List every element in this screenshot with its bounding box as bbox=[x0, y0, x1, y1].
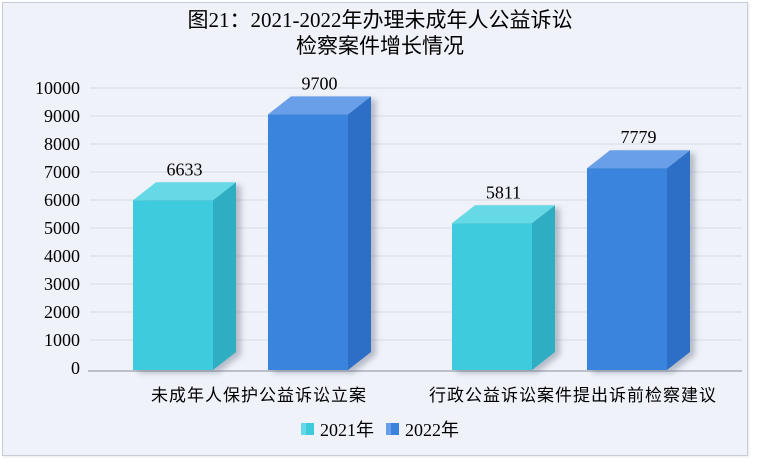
legend: 2021年 2022年 bbox=[0, 416, 760, 442]
chart-title-line1: 图21：2021-2022年办理未成年人公益诉讼 bbox=[187, 8, 573, 32]
y-tick-label: 4000 bbox=[44, 246, 80, 266]
bar-side-face bbox=[532, 205, 555, 370]
bar-side-face bbox=[213, 182, 236, 370]
y-tick-label: 6000 bbox=[44, 190, 80, 210]
bar-2022年-group2 bbox=[587, 150, 690, 370]
legend-item-2021: 2021年 bbox=[301, 416, 374, 442]
bar-value-label: 9700 bbox=[302, 73, 338, 93]
bar-top-face bbox=[587, 150, 690, 169]
bar-value-label: 7779 bbox=[621, 127, 657, 147]
legend-swatch-2021 bbox=[301, 423, 314, 435]
bar-front-face bbox=[587, 168, 667, 370]
bar-value-label: 5811 bbox=[486, 182, 521, 202]
bar-side-face bbox=[667, 150, 690, 370]
bar-top-face bbox=[268, 96, 371, 115]
category-label-2: 行政公益诉讼案件提出诉前检察建议 bbox=[429, 386, 717, 405]
y-tick-label: 8000 bbox=[44, 134, 80, 154]
y-tick-label: 0 bbox=[71, 358, 80, 378]
bar-2021年-group1 bbox=[133, 182, 236, 370]
bar-side-face bbox=[348, 96, 371, 371]
legend-swatch-2022 bbox=[386, 423, 399, 435]
legend-label-2021: 2021年 bbox=[320, 420, 374, 440]
y-tick-label: 7000 bbox=[44, 162, 80, 182]
bar-front-face bbox=[133, 200, 213, 370]
chart-title: 图21：2021-2022年办理未成年人公益诉讼 检察案件增长情况 bbox=[0, 7, 760, 59]
legend-item-2022: 2022年 bbox=[386, 416, 459, 442]
chart-title-line2: 检察案件增长情况 bbox=[296, 34, 464, 58]
y-tick-label: 2000 bbox=[44, 302, 80, 322]
y-tick-label: 3000 bbox=[44, 274, 80, 294]
y-tick-label: 5000 bbox=[44, 218, 80, 238]
bar-value-label: 6633 bbox=[167, 159, 203, 179]
bar-front-face bbox=[452, 223, 532, 370]
bar-2022年-group1 bbox=[268, 96, 371, 371]
y-tick-label: 9000 bbox=[44, 106, 80, 126]
legend-label-2022: 2022年 bbox=[405, 420, 459, 440]
y-tick-label: 10000 bbox=[35, 78, 80, 98]
bar-front-face bbox=[268, 114, 348, 371]
category-label-1: 未成年人保护公益诉讼立案 bbox=[151, 386, 367, 405]
bar-2021年-group2 bbox=[452, 205, 555, 370]
bar-top-face bbox=[133, 182, 236, 201]
bar-top-face bbox=[452, 205, 555, 224]
y-tick-label: 1000 bbox=[44, 330, 80, 350]
